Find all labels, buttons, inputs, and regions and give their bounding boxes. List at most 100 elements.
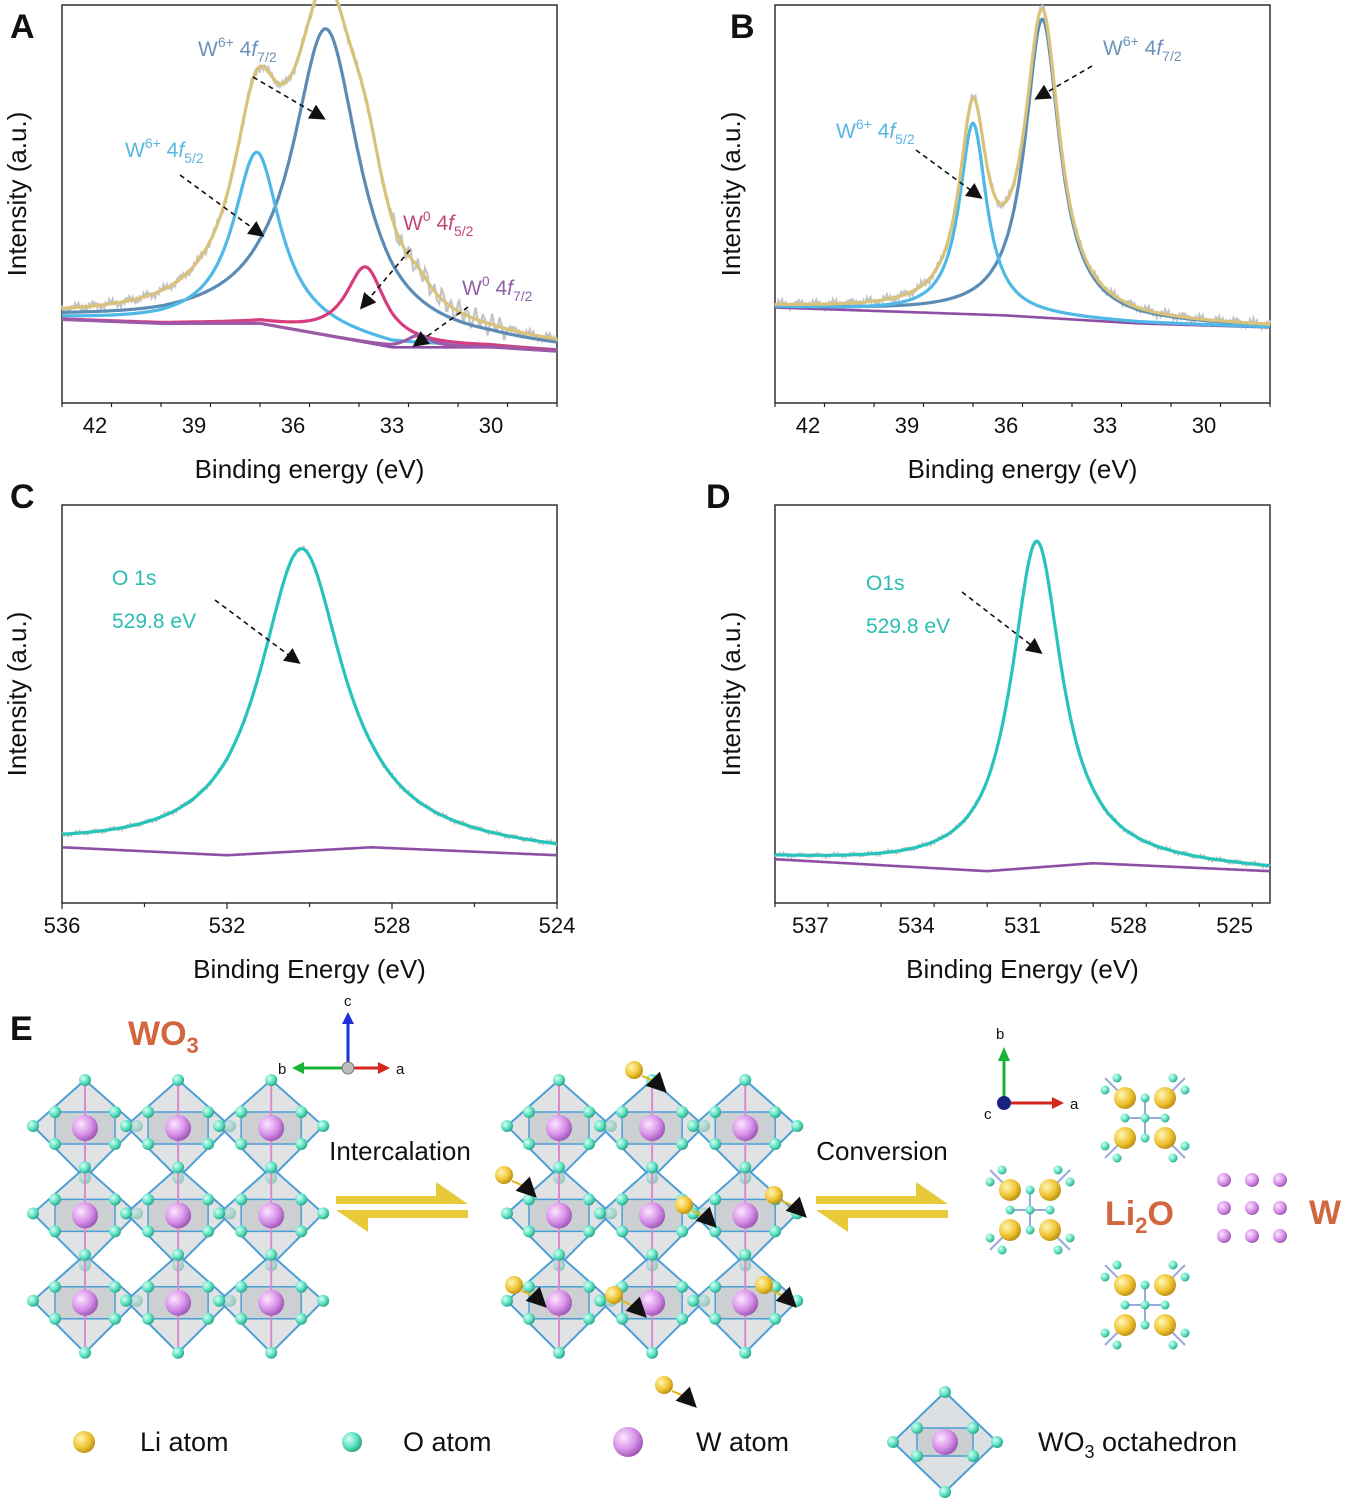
o-atom xyxy=(523,1225,535,1238)
o-atom xyxy=(27,1120,39,1132)
x-tick-label: 33 xyxy=(1093,413,1117,438)
o-atom xyxy=(1160,1300,1170,1310)
lixwo3-lattice xyxy=(495,1061,807,1408)
li-motion-arrow xyxy=(781,1196,807,1218)
peak-annotation: W6+ 4f7/2 xyxy=(198,34,277,65)
o-atom xyxy=(1140,1320,1150,1330)
x-axis-label: Binding Energy (eV) xyxy=(906,954,1139,984)
li2o-cluster xyxy=(1100,1260,1190,1350)
w-atom xyxy=(546,1115,572,1141)
o-atom xyxy=(142,1138,155,1150)
a-axis-head xyxy=(1052,1097,1064,1109)
annotation-arrow xyxy=(359,249,411,310)
o-atom xyxy=(1112,1073,1122,1083)
o-atom xyxy=(142,1106,155,1118)
o-atom xyxy=(1120,1113,1130,1123)
peak-annotation: O1s xyxy=(866,572,905,595)
axes-gizmo-2: b c a xyxy=(984,1026,1079,1123)
o-atom xyxy=(985,1233,995,1243)
o-atom xyxy=(616,1193,629,1206)
li2o-cluster xyxy=(1100,1073,1190,1163)
b-axis-head xyxy=(998,1047,1010,1061)
o-atom xyxy=(583,1312,595,1325)
legend-item: W atom xyxy=(613,1427,789,1457)
x-tick-label: 33 xyxy=(380,413,404,438)
o-atom xyxy=(583,1106,595,1118)
intercalation-arrows xyxy=(336,1182,468,1232)
o-atom xyxy=(295,1225,308,1238)
o-atom xyxy=(1053,1245,1063,1255)
peak-annotation-energy: 529.8 eV xyxy=(112,610,196,633)
envelope-line xyxy=(61,0,558,341)
w-atom xyxy=(258,1202,285,1229)
o-atom xyxy=(616,1106,629,1118)
o-atom xyxy=(709,1193,722,1206)
o-atom xyxy=(646,1248,659,1261)
o-atom xyxy=(676,1280,689,1293)
o-atom xyxy=(172,1074,185,1086)
w-atom xyxy=(1273,1173,1287,1187)
annotation-arrow xyxy=(1034,65,1093,100)
o-atom xyxy=(142,1193,155,1206)
reverse-arrow xyxy=(336,1210,468,1232)
o-atom xyxy=(120,1207,133,1220)
o-atom xyxy=(676,1312,689,1325)
y-axis-label: Intensity (a.u.) xyxy=(2,112,32,277)
o-atom xyxy=(142,1312,155,1325)
conversion-arrows xyxy=(816,1182,948,1232)
w-atom xyxy=(258,1289,285,1316)
o-atom xyxy=(1112,1153,1122,1163)
o-atom xyxy=(1160,1113,1170,1123)
y-axis-label: Intensity (a.u.) xyxy=(716,612,746,777)
peak-annotation-energy: 529.8 eV xyxy=(866,615,950,638)
o-atom xyxy=(1053,1165,1063,1175)
o-atom xyxy=(235,1312,248,1325)
o-atom xyxy=(1180,1141,1190,1151)
o-atom xyxy=(49,1193,61,1206)
x-tick-label: 30 xyxy=(1192,413,1216,438)
w-atom xyxy=(1217,1173,1231,1187)
li-atom xyxy=(1114,1127,1136,1149)
o-atom xyxy=(1180,1272,1190,1282)
o-atom xyxy=(709,1225,722,1238)
w-atom xyxy=(932,1429,958,1455)
li-atom xyxy=(755,1276,773,1294)
w-atom xyxy=(72,1115,98,1141)
axes-gizmo-1: c b a xyxy=(278,993,405,1078)
wo3-octahedron xyxy=(213,1248,330,1359)
w-atom xyxy=(732,1115,759,1141)
o-atom xyxy=(295,1193,308,1206)
li-atom xyxy=(655,1376,673,1394)
li-atom xyxy=(999,1179,1021,1201)
o-atom xyxy=(1168,1260,1178,1270)
annotation-arrow xyxy=(214,599,301,664)
w-atom xyxy=(165,1115,192,1141)
o-atom xyxy=(676,1106,689,1118)
x-tick-label: 36 xyxy=(281,413,305,438)
li-motion-arrow xyxy=(641,1071,667,1093)
legend-label: Li atom xyxy=(140,1427,229,1457)
o-atom xyxy=(523,1312,535,1325)
o-atom xyxy=(1140,1133,1150,1143)
o-atom xyxy=(172,1346,185,1359)
o-atom xyxy=(109,1312,121,1325)
o-atom xyxy=(553,1346,565,1359)
li-atom xyxy=(1154,1274,1176,1296)
annotation-arrow xyxy=(179,174,265,237)
peak-annotation: W0 4f7/2 xyxy=(462,273,533,304)
chart-C: 536 532 528 524 Binding Energy (eV) Intensity… xyxy=(2,478,575,984)
panel-label-C: C xyxy=(10,478,35,516)
o-atom xyxy=(501,1120,513,1132)
o-atom xyxy=(687,1294,700,1307)
o-atom xyxy=(1168,1073,1178,1083)
o-atom xyxy=(1005,1205,1015,1215)
w-atom xyxy=(1217,1201,1231,1215)
o-atom xyxy=(265,1346,278,1359)
o-atom xyxy=(616,1225,629,1238)
o-atom xyxy=(769,1106,782,1118)
x-tick-label: 536 xyxy=(44,913,81,938)
o-atom xyxy=(939,1386,951,1398)
wo3-octahedron xyxy=(27,1248,143,1359)
c-axis-head xyxy=(342,1012,354,1024)
o-atom xyxy=(49,1138,61,1150)
